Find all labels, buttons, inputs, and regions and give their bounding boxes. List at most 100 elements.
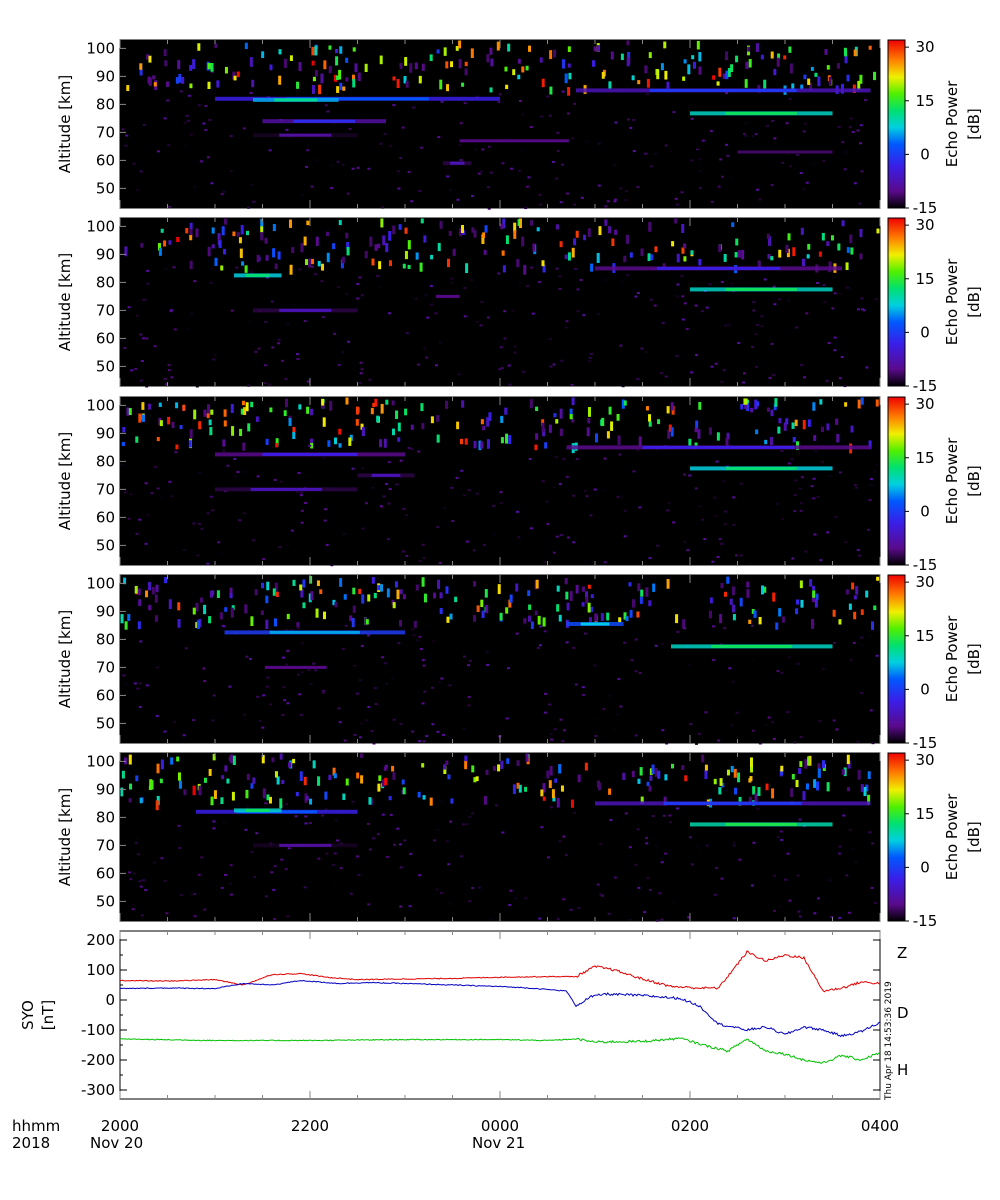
echo-cell (300, 491, 304, 494)
echo-cell (663, 41, 667, 49)
echo-cell (672, 111, 676, 114)
echo-cell (548, 636, 552, 639)
echo-cell (505, 717, 509, 720)
echo-cell (497, 272, 501, 275)
echo-cell (429, 797, 433, 806)
echo-cell (523, 264, 527, 275)
echo-cell (168, 599, 172, 610)
echo-cell (337, 707, 341, 710)
echo-cell (281, 656, 285, 659)
echo-cell (261, 582, 265, 589)
series-label-Z: Z (897, 944, 907, 962)
echo-cell (236, 649, 240, 652)
echo-cell (409, 63, 413, 73)
y-tick-label: 70 (96, 123, 115, 141)
colorbar-label: Echo Power (943, 437, 961, 524)
echo-cell (286, 323, 290, 326)
echo-cell (629, 252, 633, 258)
echo-cell (223, 873, 227, 876)
echo-cell (376, 274, 380, 277)
echo-cell (873, 71, 877, 81)
echo-cell (810, 618, 814, 629)
echo-cell (748, 59, 752, 68)
echo-cell (464, 61, 468, 67)
plot-background (120, 397, 880, 565)
echo-cell (811, 594, 815, 603)
echo-cell (179, 90, 183, 93)
y-tick-label: 60 (96, 864, 115, 882)
y-tick-label: 50 (96, 536, 115, 554)
echo-cell (209, 426, 213, 436)
echo-cell (510, 167, 514, 170)
echo-cell (292, 676, 296, 679)
echo-cell (324, 808, 328, 811)
y-tick-label: 70 (96, 301, 115, 319)
echo-cell (423, 690, 427, 693)
echo-cell (256, 695, 260, 698)
echo-cell (342, 532, 346, 535)
echo-cell (346, 192, 350, 195)
echo-cell (629, 609, 633, 618)
echo-cell (683, 540, 687, 543)
echo-cell (778, 608, 782, 617)
echo-cell (290, 629, 294, 632)
echo-cell (708, 610, 712, 619)
echo-cell (260, 226, 264, 234)
echo-cell (820, 426, 824, 433)
colorbar (887, 39, 906, 209)
echo-cell (464, 68, 468, 76)
echo-cell (499, 612, 503, 621)
echo-cell (716, 81, 720, 86)
y-tick-label: 90 (96, 780, 115, 798)
echo-cell (579, 278, 583, 281)
echo-cell (621, 496, 625, 499)
echo-cell (775, 622, 779, 630)
echo-cell (481, 234, 485, 245)
echo-cell (543, 630, 547, 633)
echo-cell (488, 412, 492, 421)
echo-cell (508, 435, 512, 444)
echo-cell (838, 619, 842, 625)
echo-cell (332, 767, 336, 776)
echo-cell (431, 884, 435, 887)
echo-cell (200, 527, 204, 530)
echo-cell (548, 780, 552, 788)
echo-cell (292, 426, 296, 433)
echo-cell (645, 406, 649, 411)
echo-cell (722, 480, 726, 483)
echo-layer-core (293, 119, 356, 123)
echo-cell (343, 594, 347, 600)
colorbar-tick-label: 15 (915, 449, 934, 467)
echo-cell (778, 905, 782, 908)
echo-cell (142, 337, 146, 340)
echo-cell (492, 504, 496, 507)
echo-cell (599, 842, 603, 845)
echo-cell (499, 491, 503, 494)
echo-cell (425, 735, 429, 738)
echo-cell (464, 438, 468, 445)
date-label-nov20: Nov 20 (90, 1134, 143, 1152)
echo-cell (211, 345, 215, 348)
echo-cell (750, 884, 754, 887)
echo-cell (598, 226, 602, 236)
echo-cell (824, 49, 828, 55)
echo-cell (184, 647, 188, 650)
echo-cell (617, 678, 621, 681)
echo-cell (354, 63, 358, 73)
echo-cell (264, 321, 268, 324)
echo-cell (752, 301, 756, 304)
echo-cell (789, 63, 793, 74)
echo-cell (833, 641, 837, 644)
colorbar (887, 574, 906, 744)
echo-cell (571, 418, 575, 423)
echo-cell (232, 755, 236, 766)
echo-cell (838, 377, 842, 380)
echo-cell (216, 80, 220, 88)
echo-cell (740, 403, 744, 410)
echo-cell (325, 852, 329, 855)
echo-cell (310, 408, 314, 416)
echo-cell (365, 619, 369, 625)
echo-cell (501, 250, 505, 256)
echo-cell (328, 66, 332, 74)
echo-cell (447, 902, 451, 905)
